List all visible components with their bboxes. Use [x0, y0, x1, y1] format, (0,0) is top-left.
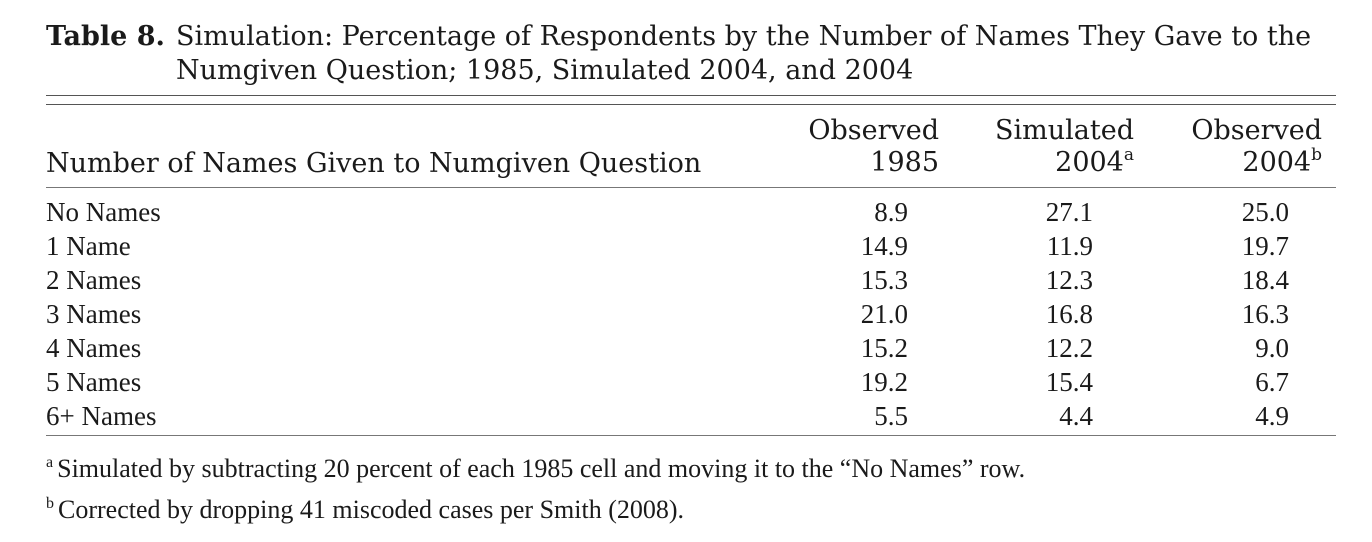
- table-row: 6+ Names 5.5 4.4 4.9: [0, 399, 1372, 433]
- bottom-rule: [46, 435, 1336, 436]
- cell-observed-1985: 19.2: [860, 367, 908, 397]
- cell-observed-1985: 15.3: [860, 265, 908, 295]
- cell-observed-1985: 14.9: [860, 231, 908, 261]
- table-row: 3 Names 21.0 16.8 16.3: [0, 297, 1372, 331]
- column-header-line2: 1985: [870, 147, 939, 178]
- cell-observed-1985: 15.2: [860, 333, 908, 363]
- table-label: Table 8.: [46, 21, 165, 52]
- footnote: b Corrected by dropping 41 miscoded cases…: [46, 491, 1025, 532]
- cell-observed-2004: 18.4: [1241, 265, 1289, 295]
- cell-simulated-2004: 16.8: [1045, 299, 1093, 329]
- cell-observed-1985: 8.9: [874, 197, 908, 227]
- footnote-text: Simulated by subtracting 20 percent of e…: [57, 454, 1026, 483]
- footnote-marker: a: [1123, 145, 1134, 165]
- column-header-line1: Observed: [808, 115, 939, 146]
- footnote-marker: b: [46, 495, 54, 512]
- row-label: 6+ Names: [46, 401, 157, 431]
- row-label: 3 Names: [46, 299, 142, 329]
- cell-simulated-2004: 12.3: [1045, 265, 1093, 295]
- column-header-line2: 2004: [1055, 147, 1124, 178]
- cell-observed-1985: 21.0: [860, 299, 908, 329]
- table-row: 1 Name 14.9 11.9 19.7: [0, 229, 1372, 263]
- table-row: 5 Names 19.2 15.4 6.7: [0, 365, 1372, 399]
- row-label: 4 Names: [46, 333, 142, 363]
- cell-simulated-2004: 11.9: [1046, 231, 1093, 261]
- cell-observed-2004: 25.0: [1241, 197, 1289, 227]
- stub-header: Number of Names Given to Numgiven Questi…: [46, 148, 702, 179]
- cell-observed-2004: 19.7: [1241, 231, 1289, 261]
- footnote-marker: a: [46, 454, 54, 471]
- footnote: a Simulated by subtracting 20 percent of …: [46, 450, 1025, 491]
- cell-observed-2004: 4.9: [1255, 401, 1289, 431]
- cell-observed-1985: 5.5: [874, 401, 908, 431]
- row-label: 2 Names: [46, 265, 142, 295]
- column-header-line1: Observed: [1191, 115, 1322, 146]
- footnote-marker: b: [1311, 145, 1322, 165]
- table-row: 2 Names 15.3 12.3 18.4: [0, 263, 1372, 297]
- cell-simulated-2004: 4.4: [1059, 401, 1093, 431]
- table-title: Simulation: Percentage of Respondents by…: [176, 21, 1312, 86]
- cell-simulated-2004: 27.1: [1045, 197, 1093, 227]
- column-header-line1: Simulated: [995, 115, 1134, 146]
- cell-observed-2004: 16.3: [1241, 299, 1289, 329]
- row-label: 5 Names: [46, 367, 142, 397]
- table-row: No Names 8.9 27.1 25.0: [0, 195, 1372, 229]
- cell-observed-2004: 6.7: [1255, 367, 1289, 397]
- footnote-text: Corrected by dropping 41 miscoded cases …: [58, 495, 685, 524]
- column-header-line2: 2004: [1242, 147, 1312, 178]
- cell-observed-2004: 9.0: [1255, 333, 1289, 363]
- column-header-observed-1985: Observed 1985: [808, 115, 939, 179]
- column-header-simulated-2004: Simulated 2004a: [995, 115, 1134, 182]
- cell-simulated-2004: 12.2: [1045, 333, 1093, 363]
- cell-simulated-2004: 15.4: [1045, 367, 1093, 397]
- footnotes: a Simulated by subtracting 20 percent of …: [46, 450, 1025, 532]
- row-label: 1 Name: [46, 231, 131, 261]
- header-rule: [46, 187, 1336, 188]
- column-header-observed-2004: Observed 2004b: [1191, 115, 1322, 182]
- top-rule-second: [46, 104, 1336, 105]
- row-label: No Names: [46, 197, 161, 227]
- table-body: No Names 8.9 27.1 25.0 1 Name 14.9 11.9 …: [0, 195, 1372, 433]
- table-row: 4 Names 15.2 12.2 9.0: [0, 331, 1372, 365]
- top-rule: [46, 95, 1336, 96]
